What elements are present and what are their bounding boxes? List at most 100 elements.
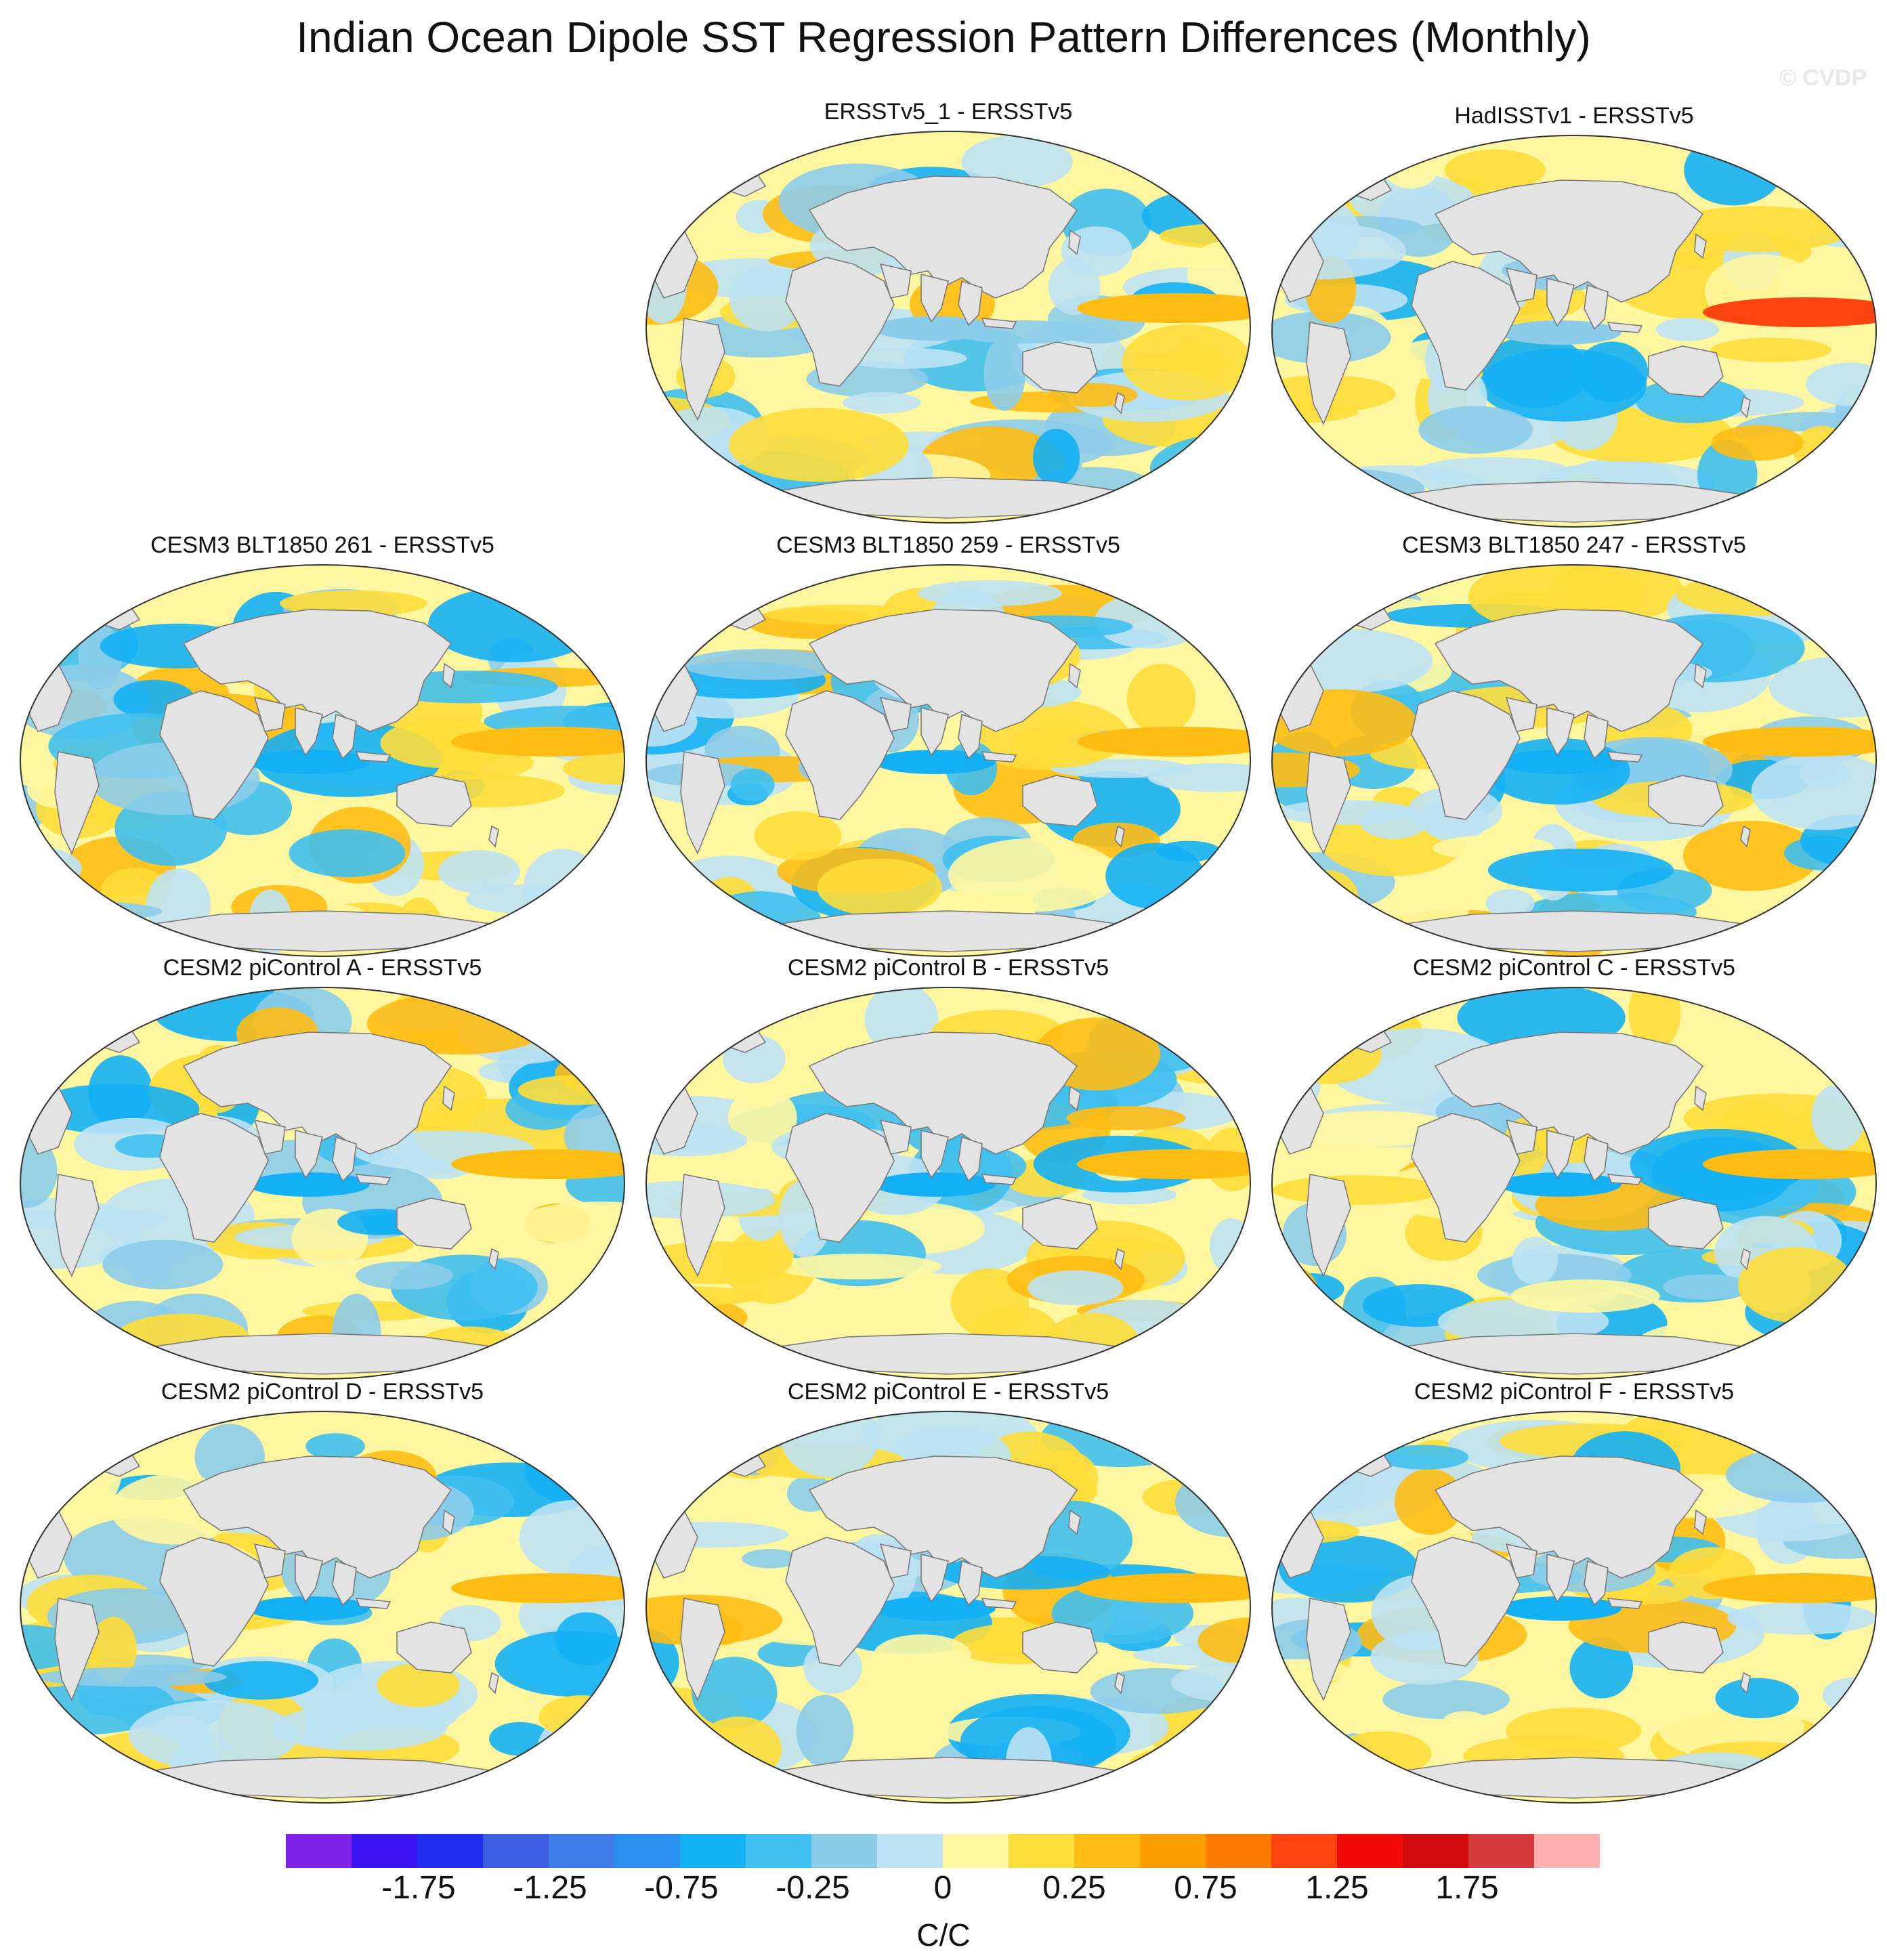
landmass bbox=[680, 1598, 725, 1701]
sst-anomaly-region bbox=[1684, 135, 1783, 206]
landmass bbox=[680, 318, 725, 421]
sst-anomaly-region bbox=[1569, 1637, 1634, 1699]
sst-anomaly-region bbox=[646, 1457, 706, 1478]
equatorial-pacific-anomaly bbox=[1077, 727, 1250, 757]
colorbar-swatch bbox=[614, 1834, 681, 1868]
landmass bbox=[1306, 1174, 1351, 1277]
sst-anomaly-region bbox=[128, 1700, 299, 1770]
sst-anomaly-region bbox=[1032, 429, 1080, 486]
sst-anomaly-region bbox=[730, 768, 775, 801]
sst-anomaly-region bbox=[682, 649, 845, 680]
landmass bbox=[488, 825, 499, 848]
landmass bbox=[1546, 277, 1575, 327]
colorbar-swatch bbox=[352, 1834, 418, 1868]
landmass bbox=[1068, 1085, 1081, 1111]
sst-field bbox=[20, 1411, 624, 1803]
indian-ocean-anomaly bbox=[248, 1172, 370, 1197]
sst-anomaly-region bbox=[1272, 1713, 1338, 1771]
sst-anomaly-region bbox=[1380, 135, 1442, 189]
panel-title: CESM2 piControl A - ERSSTv5 bbox=[163, 955, 482, 981]
landmass bbox=[1022, 341, 1098, 393]
landmass bbox=[981, 1174, 1017, 1185]
landmass bbox=[785, 1113, 895, 1243]
landmass bbox=[253, 1119, 286, 1155]
world-map bbox=[20, 564, 625, 957]
colorbar-swatch bbox=[811, 1834, 878, 1868]
sst-anomaly-region bbox=[1418, 406, 1533, 454]
sst-anomaly-region bbox=[1485, 889, 1535, 918]
sst-anomaly-region bbox=[1382, 1680, 1510, 1720]
landmass bbox=[920, 1553, 949, 1603]
landmass bbox=[159, 1113, 269, 1243]
sst-anomaly-region bbox=[983, 337, 1025, 411]
world-map bbox=[1271, 564, 1877, 957]
landmass bbox=[1505, 696, 1538, 732]
equatorial-pacific-anomaly bbox=[1703, 1149, 1876, 1179]
world-map bbox=[20, 987, 625, 1380]
landmass bbox=[1648, 1621, 1724, 1674]
equatorial-pacific-anomaly bbox=[1077, 293, 1250, 323]
landmass bbox=[1546, 706, 1575, 757]
colorbar-swatch bbox=[1468, 1834, 1535, 1868]
sst-anomaly-region bbox=[1676, 574, 1841, 616]
landmass bbox=[1584, 713, 1609, 760]
panel-title: CESM2 piControl C - ERSSTv5 bbox=[1412, 955, 1736, 981]
panel-title: CESM3 BLT1850 247 - ERSSTv5 bbox=[1402, 532, 1746, 558]
sst-anomaly-region bbox=[1715, 1678, 1799, 1719]
landmass bbox=[1740, 1671, 1751, 1695]
indian-ocean-anomaly bbox=[1500, 320, 1621, 345]
colorbar-swatch bbox=[1271, 1834, 1338, 1868]
landmass bbox=[1607, 1174, 1643, 1185]
sst-anomaly-region bbox=[1027, 1270, 1124, 1306]
landmass bbox=[1306, 322, 1351, 425]
sst-anomaly-region bbox=[728, 1087, 797, 1147]
sst-anomaly-region bbox=[20, 866, 75, 921]
sst-anomaly-region bbox=[1197, 565, 1250, 629]
sst-anomaly-region bbox=[917, 580, 1062, 607]
sst-anomaly-region bbox=[1812, 1414, 1876, 1473]
landmass bbox=[54, 751, 100, 855]
map-panel-cesm2-b: CESM2 piControl B - ERSSTv5 bbox=[637, 955, 1260, 1388]
map-panel-erssts5-1: ERSSTv5_1 - ERSSTv5 bbox=[637, 99, 1260, 532]
sst-anomaly-region bbox=[20, 565, 100, 622]
landmass bbox=[981, 751, 1017, 763]
figure-title: Indian Ocean Dipole SST Regression Patte… bbox=[296, 13, 1591, 62]
landmass bbox=[808, 175, 1078, 299]
sst-anomaly-region bbox=[1122, 324, 1250, 401]
landmass bbox=[680, 751, 725, 855]
panel-title: CESM3 BLT1850 261 - ERSSTv5 bbox=[150, 532, 494, 558]
sst-anomaly-region bbox=[646, 1431, 712, 1491]
sst-anomaly-region bbox=[1066, 1106, 1186, 1130]
landmass bbox=[1306, 1598, 1351, 1701]
landmass bbox=[785, 257, 895, 387]
indian-ocean-anomaly bbox=[1500, 750, 1621, 774]
colorbar-swatch bbox=[1403, 1834, 1469, 1868]
landmass bbox=[488, 1671, 499, 1695]
sst-anomaly-region bbox=[1277, 1024, 1382, 1084]
sst-anomaly-region bbox=[1444, 149, 1546, 191]
indian-ocean-anomaly bbox=[1500, 1596, 1621, 1621]
landmass bbox=[808, 1031, 1078, 1155]
landmass bbox=[1505, 267, 1538, 303]
map-panel-cesm2-c: CESM2 piControl C - ERSSTv5 bbox=[1263, 955, 1886, 1388]
sst-anomaly-region bbox=[1414, 456, 1572, 487]
indian-ocean-anomaly bbox=[874, 1596, 996, 1621]
landmass bbox=[1022, 1197, 1098, 1250]
colorbar-swatch bbox=[1206, 1834, 1272, 1868]
landmass bbox=[1648, 345, 1724, 398]
sst-anomaly-region bbox=[1682, 820, 1820, 891]
world-map bbox=[1271, 1411, 1877, 1804]
colorbar-swatch bbox=[1009, 1834, 1075, 1868]
world-map bbox=[645, 131, 1251, 524]
landmass bbox=[1068, 662, 1081, 689]
map-border bbox=[20, 564, 625, 957]
sst-anomaly-region bbox=[380, 718, 513, 769]
sst-anomaly-region bbox=[1795, 1003, 1876, 1025]
sst-anomaly-region bbox=[90, 1617, 137, 1682]
panel-title: CESM2 piControl B - ERSSTv5 bbox=[787, 955, 1109, 981]
landmass bbox=[1694, 662, 1707, 689]
landmass bbox=[159, 1537, 269, 1667]
map-border bbox=[20, 1411, 625, 1804]
sst-anomaly-region bbox=[1105, 843, 1204, 910]
landmass bbox=[332, 713, 357, 760]
